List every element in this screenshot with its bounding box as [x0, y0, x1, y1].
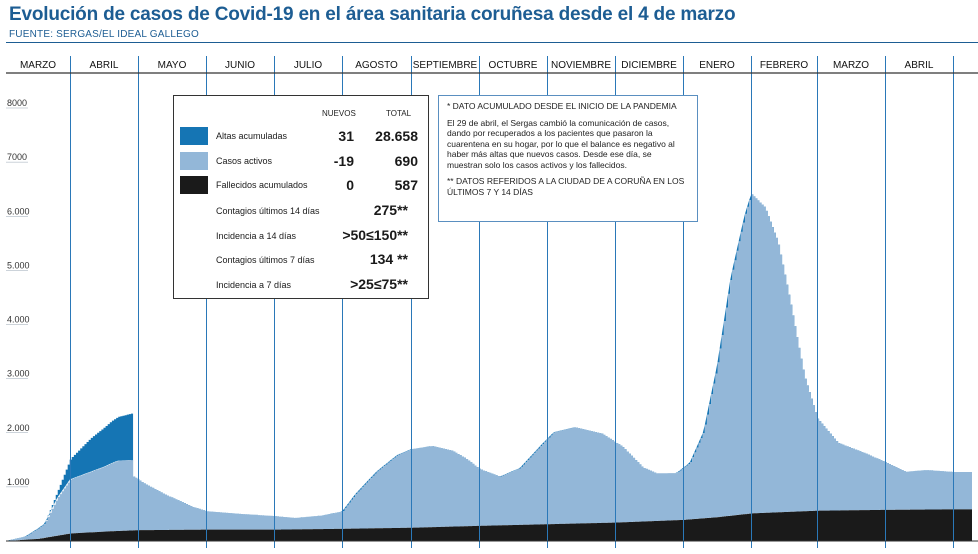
chart-source: FUENTE: SERGAS/EL IDEAL GALLEGO — [9, 29, 199, 40]
y-tick-label: 6.000 — [7, 206, 30, 216]
month-label: ENERO — [699, 60, 735, 71]
notes-box: * DATO ACUMULADO DESDE EL INICIO DE LA P… — [438, 95, 698, 222]
axis-layer: 8000 7000 6.000 5.000 4.000 3.000 2.000 1.000 MA… — [6, 60, 978, 542]
stat-label-incidencia-14: Incidencia a 14 días — [216, 231, 297, 241]
note-accumulated: * DATO ACUMULADO DESDE EL INICIO DE LA P… — [447, 101, 677, 111]
legend-header-total: TOTAL — [386, 109, 412, 118]
stat-value-incidencia-14: >50≤150** — [342, 227, 408, 243]
note-sergas-change: El 29 de abril, el Sergas cambió la comu… — [447, 117, 675, 170]
area-fallecidos-acumulados — [6, 509, 972, 541]
month-label: ABRIL — [90, 60, 119, 71]
legend-label-altas: Altas acumuladas — [216, 131, 288, 141]
month-label: MAYO — [158, 60, 187, 71]
legend-row-activos: Casos activos -19 690 — [174, 152, 428, 172]
legend-nuevos-altas: 31 — [338, 128, 354, 144]
legend-nuevos-activos: -19 — [333, 153, 354, 169]
title-rule — [6, 42, 978, 43]
legend-swatch-fallecidos — [180, 176, 208, 194]
y-tick-label: 4.000 — [7, 315, 30, 325]
legend-nuevos-fallecidos: 0 — [346, 177, 354, 193]
legend-row-fallecidos: Fallecidos acumulados 0 587 — [174, 176, 428, 196]
legend-header-nuevos: NUEVOS — [322, 109, 356, 118]
month-label: AGOSTO — [355, 60, 398, 71]
stat-value-contagios-7: 134 ** — [369, 251, 408, 267]
legend-box: NUEVOS TOTAL Altas acumuladas 31 28.658 … — [173, 95, 429, 299]
stat-label-contagios-7: Contagios últimos 7 días — [216, 255, 315, 265]
legend-label-fallecidos: Fallecidos acumulados — [216, 180, 308, 190]
legend-stat-row: Incidencia a 7 días >25≤75** — [174, 276, 428, 296]
month-label: JUNIO — [225, 60, 255, 71]
month-label: OCTUBRE — [489, 60, 538, 71]
month-label: MARZO — [20, 60, 56, 71]
stat-value-contagios-14: 275** — [373, 202, 408, 218]
month-label: SEPTIEMBRE — [413, 60, 478, 71]
legend-row-altas: Altas acumuladas 31 28.658 — [174, 127, 428, 147]
y-tick-label: 7000 — [7, 152, 27, 162]
areas-layer — [6, 194, 972, 541]
area-casos-activos — [6, 194, 972, 541]
legend-label-activos: Casos activos — [216, 156, 273, 166]
legend-total-fallecidos: 587 — [394, 177, 418, 193]
legend-swatch-altas — [180, 127, 208, 145]
chart-title: Evolución de casos de Covid-19 en el áre… — [9, 4, 736, 25]
y-tick-label: 8000 — [7, 98, 27, 108]
note-city-data: ** DATOS REFERIDOS A LA CIUDAD DE A CORU… — [447, 176, 685, 197]
month-label: DICIEMBRE — [621, 60, 677, 71]
month-label: ABRIL — [905, 60, 934, 71]
month-label: NOVIEMBRE — [551, 60, 611, 71]
y-tick-label: 1.000 — [7, 477, 30, 487]
legend-stat-row: Contagios últimos 7 días 134 ** — [174, 251, 428, 271]
legend-stat-row: Incidencia a 14 días >50≤150** — [174, 227, 428, 247]
legend-total-altas: 28.658 — [375, 128, 418, 144]
y-tick-label: 3.000 — [7, 369, 30, 379]
stat-label-incidencia-7: Incidencia a 7 días — [216, 280, 292, 290]
legend-total-activos: 690 — [394, 153, 418, 169]
stat-label-contagios-14: Contagios últimos 14 días — [216, 206, 320, 216]
month-label: FEBRERO — [760, 60, 809, 71]
stat-value-incidencia-7: >25≤75** — [350, 276, 408, 292]
grid-layer — [6, 107, 28, 488]
y-tick-label: 5.000 — [7, 260, 30, 270]
legend-swatch-activos — [180, 152, 208, 170]
legend-stat-row: Contagios últimos 14 días 275** — [174, 202, 428, 222]
y-tick-label: 2.000 — [7, 423, 30, 433]
month-label: JULIO — [294, 60, 323, 71]
month-label: MARZO — [833, 60, 869, 71]
